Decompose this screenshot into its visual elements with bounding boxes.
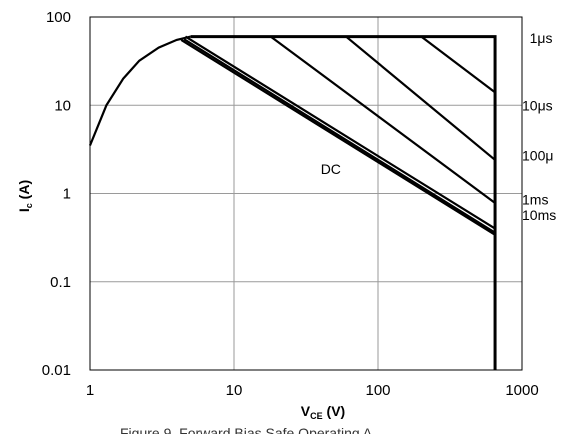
x-tick-label: 100 <box>365 382 390 399</box>
x-tick-labels: 1 10 100 1000 <box>86 382 539 399</box>
grid-lines <box>90 17 522 370</box>
series-label: 1ms <box>522 192 548 208</box>
y-tick-label: 10 <box>54 97 71 114</box>
y-tick-label: 0.1 <box>50 274 71 291</box>
rise-curve <box>88 35 191 146</box>
series-line-1μs <box>420 35 496 94</box>
dc-annotation: DC <box>321 161 341 177</box>
x-tick-label: 1 <box>86 382 94 399</box>
y-tick-label: 1 <box>63 186 71 203</box>
series-line-DC <box>180 38 496 236</box>
plot-frame <box>89 16 523 371</box>
series-label: 1μs <box>530 30 553 46</box>
x-tick-label: 1000 <box>505 382 538 399</box>
soa-boundary <box>190 35 497 370</box>
series-line-100μ <box>270 35 496 204</box>
figure-caption: Figure 9. Forward Bias Safe Operating A <box>120 425 373 434</box>
curves <box>88 35 497 370</box>
series-line-10ms <box>183 38 496 234</box>
series-line-10μs <box>345 35 496 161</box>
y-tick-labels: 100 10 1 0.1 0.01 <box>42 9 71 379</box>
x-tick-label: 10 <box>226 382 243 399</box>
y-tick-label: 0.01 <box>42 362 71 379</box>
y-axis-title: Ic (A) <box>16 180 34 212</box>
y-tick-label: 100 <box>46 9 71 26</box>
x-axis-title: VCE (V) <box>301 403 345 421</box>
series-line-1ms <box>184 35 496 230</box>
series-label: 10ms <box>522 207 556 223</box>
series-label: 10μs <box>522 97 553 113</box>
series-label: 100μ <box>522 147 553 163</box>
